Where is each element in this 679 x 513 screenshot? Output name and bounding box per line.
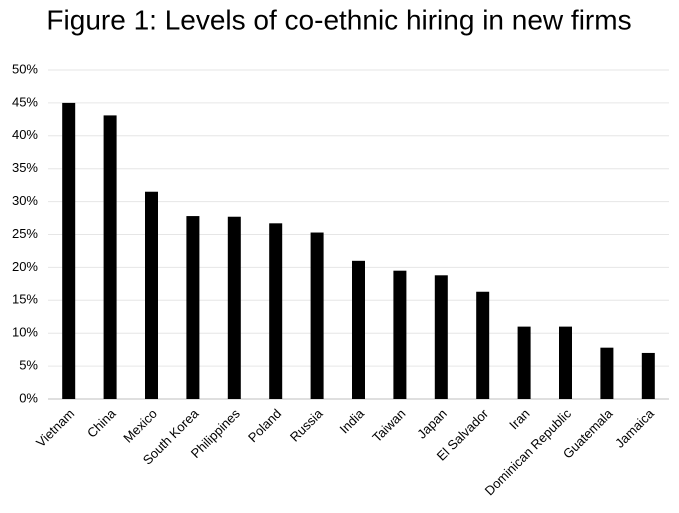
y-tick-label: 15% bbox=[12, 292, 38, 307]
x-tick-label: Vietnam bbox=[33, 406, 77, 450]
bar bbox=[517, 326, 531, 399]
bar bbox=[103, 115, 117, 399]
x-tick-label: India bbox=[337, 405, 368, 436]
bar bbox=[600, 347, 614, 399]
bar bbox=[186, 216, 200, 399]
bar bbox=[310, 232, 324, 399]
bar bbox=[227, 216, 241, 399]
x-tick-label: Jamaica bbox=[612, 405, 657, 450]
bar bbox=[352, 260, 365, 399]
bar bbox=[476, 291, 490, 399]
y-tick-label: 40% bbox=[12, 127, 38, 142]
y-tick-label: 35% bbox=[12, 160, 38, 175]
x-tick-label: Russia bbox=[287, 405, 326, 444]
y-tick-label: 25% bbox=[12, 226, 38, 241]
y-tick-label: 0% bbox=[19, 390, 38, 405]
x-tick-label: Japan bbox=[414, 406, 450, 442]
x-tick-label: Taiwan bbox=[369, 406, 408, 445]
x-tick-label: Iran bbox=[506, 406, 532, 432]
y-tick-label: 20% bbox=[12, 259, 38, 274]
bar bbox=[62, 102, 76, 400]
x-tick-label: China bbox=[84, 405, 119, 440]
y-tick-label: 30% bbox=[12, 193, 38, 208]
chart-title: Figure 1: Levels of co-ethnic hiring in … bbox=[46, 4, 631, 35]
bar bbox=[393, 270, 407, 399]
bar bbox=[559, 326, 572, 399]
y-tick-label: 5% bbox=[19, 358, 38, 373]
x-tick-label: Mexico bbox=[120, 406, 160, 446]
bar bbox=[269, 223, 283, 399]
bar bbox=[434, 275, 448, 399]
y-tick-label: 50% bbox=[12, 61, 38, 76]
y-tick-label: 45% bbox=[12, 94, 38, 109]
x-tick-label: Poland bbox=[245, 406, 284, 445]
bar bbox=[641, 352, 655, 399]
y-tick-label: 10% bbox=[12, 325, 38, 340]
bar bbox=[145, 191, 158, 399]
